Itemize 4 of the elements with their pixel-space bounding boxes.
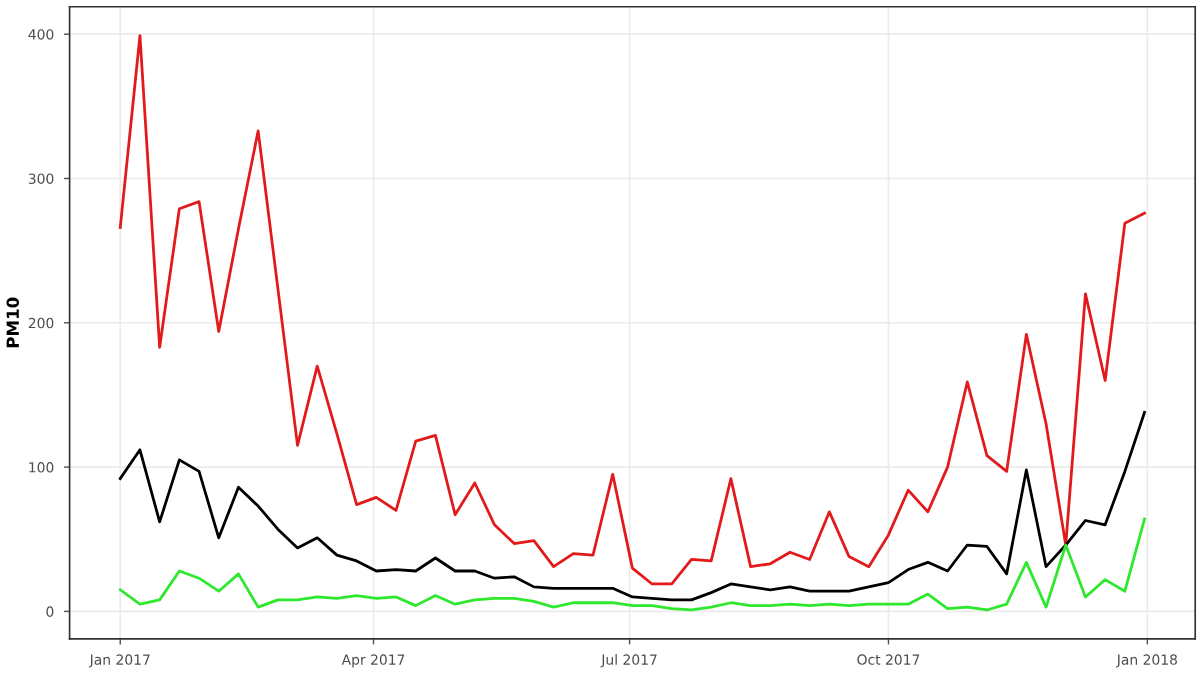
- line-series: [118, 34, 1146, 586]
- line-series: [118, 517, 1146, 612]
- y-axis-title: PM10: [6, 297, 20, 348]
- line-series: [118, 410, 1146, 602]
